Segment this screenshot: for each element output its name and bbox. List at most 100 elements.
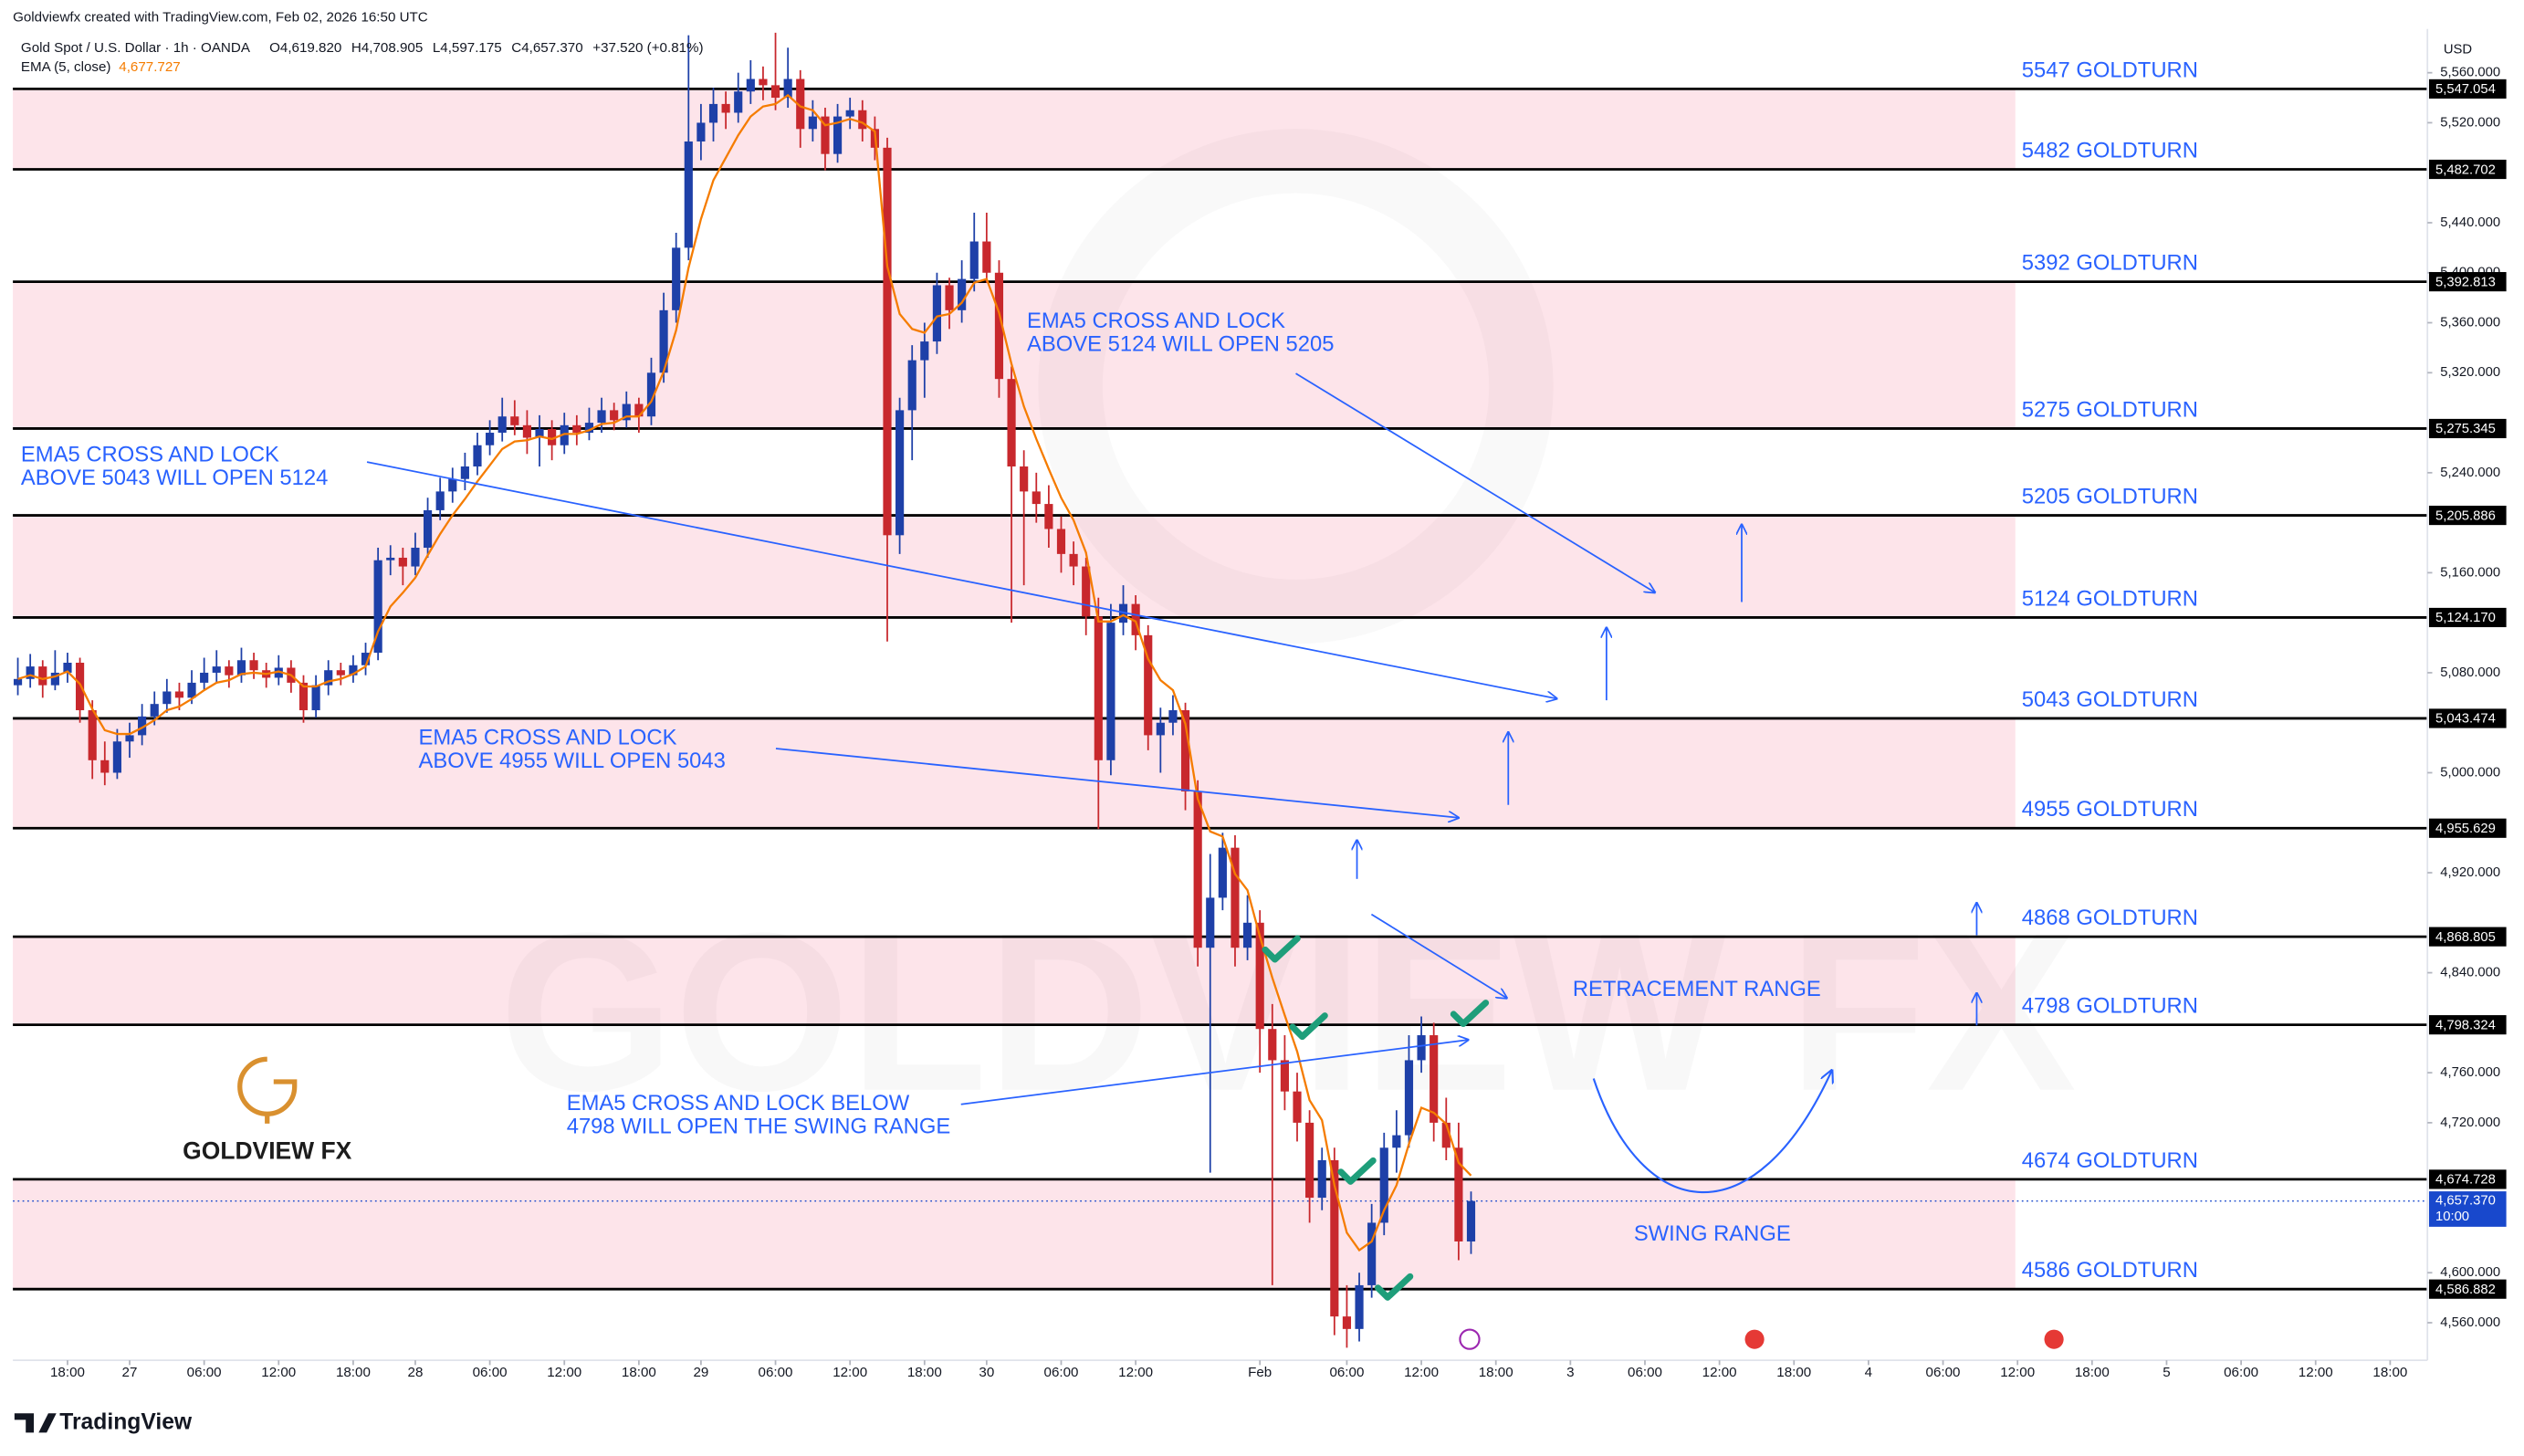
level-price-label: 5,275.345 [2435, 422, 2496, 436]
logo-icon [237, 1056, 298, 1116]
y-tick-label: 5,520.000 [2440, 115, 2500, 130]
candle-body [1280, 1060, 1289, 1092]
candle-body [361, 653, 371, 665]
candle-body [373, 560, 382, 654]
candle-body [100, 759, 110, 773]
annotation: ABOVE 4955 WILL OPEN 5043 [418, 749, 725, 773]
x-tick-label: 12:00 [1404, 1365, 1439, 1380]
arrow [1370, 913, 1506, 999]
candle-body [38, 666, 47, 686]
candle-body [1243, 922, 1252, 948]
candle-body [125, 735, 134, 742]
candle-body [398, 557, 407, 567]
candle-body [821, 116, 830, 154]
level-label: 5392 GOLDTURN [2022, 250, 2198, 275]
level-price-label: 4,586.882 [2435, 1283, 2496, 1297]
logo: GOLDVIEW FX [183, 1056, 352, 1165]
x-tick-label: 12:00 [1702, 1365, 1737, 1380]
candle-body [1044, 504, 1053, 529]
candle-body [1082, 566, 1091, 617]
candle-body [858, 110, 867, 130]
candle-body [994, 272, 1004, 380]
candle-body [1255, 922, 1264, 1030]
x-tick-label: 28 [408, 1365, 424, 1380]
candles [13, 32, 1476, 1348]
candle-body [883, 147, 892, 536]
candle-body [1430, 1035, 1439, 1123]
level-price-label: 5,547.054 [2435, 82, 2496, 97]
candle-body [162, 691, 172, 705]
candle-body [672, 247, 681, 310]
candle-body [249, 660, 258, 671]
ohlc-value: H4,708.905 [351, 40, 423, 56]
candle-body [1131, 603, 1140, 635]
y-tick-label: 4,600.000 [2440, 1265, 2500, 1280]
y-tick-label: 4,720.000 [2440, 1116, 2500, 1130]
candle-body [1193, 791, 1202, 948]
candle-body [584, 423, 594, 434]
level-label: 4868 GOLDTURN [2022, 906, 2198, 930]
x-tick-label: 12:00 [833, 1365, 867, 1380]
candle-body [958, 278, 967, 310]
candle-body [783, 79, 792, 99]
price-axis: 5,560.0005,520.0005,440.0005,400.0005,36… [2427, 66, 2507, 1330]
tv-icon [14, 1413, 57, 1433]
event-icon[interactable] [1459, 1328, 1481, 1350]
candle-body [560, 424, 569, 445]
candle-body [298, 682, 309, 711]
candle-body [1094, 616, 1103, 760]
y-tick-label: 5,240.000 [2440, 466, 2500, 480]
ema-value: 4,677.727 [119, 59, 180, 75]
zone [13, 937, 2016, 1025]
candle-body [1056, 529, 1066, 554]
logo-text: GOLDVIEW FX [183, 1137, 351, 1165]
x-tick-label: 06:00 [1628, 1365, 1662, 1380]
candle-body [13, 678, 23, 686]
candle-body [349, 665, 358, 676]
symbol: Gold Spot / U.S. Dollar · 1h · OANDA [21, 40, 251, 56]
y-tick-label: 4,840.000 [2440, 965, 2500, 979]
ohlc-value: L4,597.175 [433, 40, 502, 56]
checkmark [1374, 1273, 1414, 1301]
candle-body [1156, 722, 1165, 736]
candle-body [1417, 1035, 1426, 1061]
candle-body [646, 372, 656, 417]
checkmark [1262, 935, 1301, 963]
candle-body [274, 667, 283, 678]
candle-body [1180, 710, 1190, 792]
candle-body [460, 466, 469, 479]
level-price-box [2428, 1015, 2507, 1035]
candle-body [75, 662, 85, 711]
candle-body [187, 682, 196, 698]
candle-body [610, 410, 619, 421]
x-tick-label: 06:00 [1329, 1365, 1364, 1380]
checkmark [1337, 1157, 1377, 1185]
level-price-box [2428, 505, 2507, 526]
checkmark [1450, 1000, 1490, 1028]
level-price-label: 4,955.629 [2435, 822, 2496, 836]
candle-body [423, 509, 433, 549]
candle-body [1007, 379, 1016, 467]
candle-body [1379, 1147, 1388, 1223]
currency-label: USD [2444, 43, 2472, 58]
checkmarks [1262, 935, 1490, 1301]
level-label: 5275 GOLDTURN [2022, 397, 2198, 422]
candle-body [448, 478, 457, 492]
ohlc-value: C4,657.370 [511, 40, 582, 56]
level-price-box [2428, 79, 2507, 99]
time-axis: 18:00 27 06:00 12:00 18:00 28 06:00 12:00 18:00 2… [50, 1360, 2407, 1380]
event-icon[interactable] [2044, 1329, 2064, 1349]
candle-body [932, 285, 942, 342]
x-tick-label: 18:00 [622, 1365, 656, 1380]
event-icon[interactable] [1744, 1329, 1765, 1349]
ohlc-value: O4,619.820 [269, 40, 341, 56]
candle-body [920, 341, 929, 361]
x-tick-label: 12:00 [2299, 1365, 2333, 1380]
candle-body [212, 666, 221, 673]
x-tick-label: 06:00 [473, 1365, 508, 1380]
candle-body [1118, 603, 1128, 623]
x-tick-label: 06:00 [1044, 1365, 1079, 1380]
level-label: 5205 GOLDTURN [2022, 484, 2198, 508]
level-price-box [2428, 272, 2507, 292]
